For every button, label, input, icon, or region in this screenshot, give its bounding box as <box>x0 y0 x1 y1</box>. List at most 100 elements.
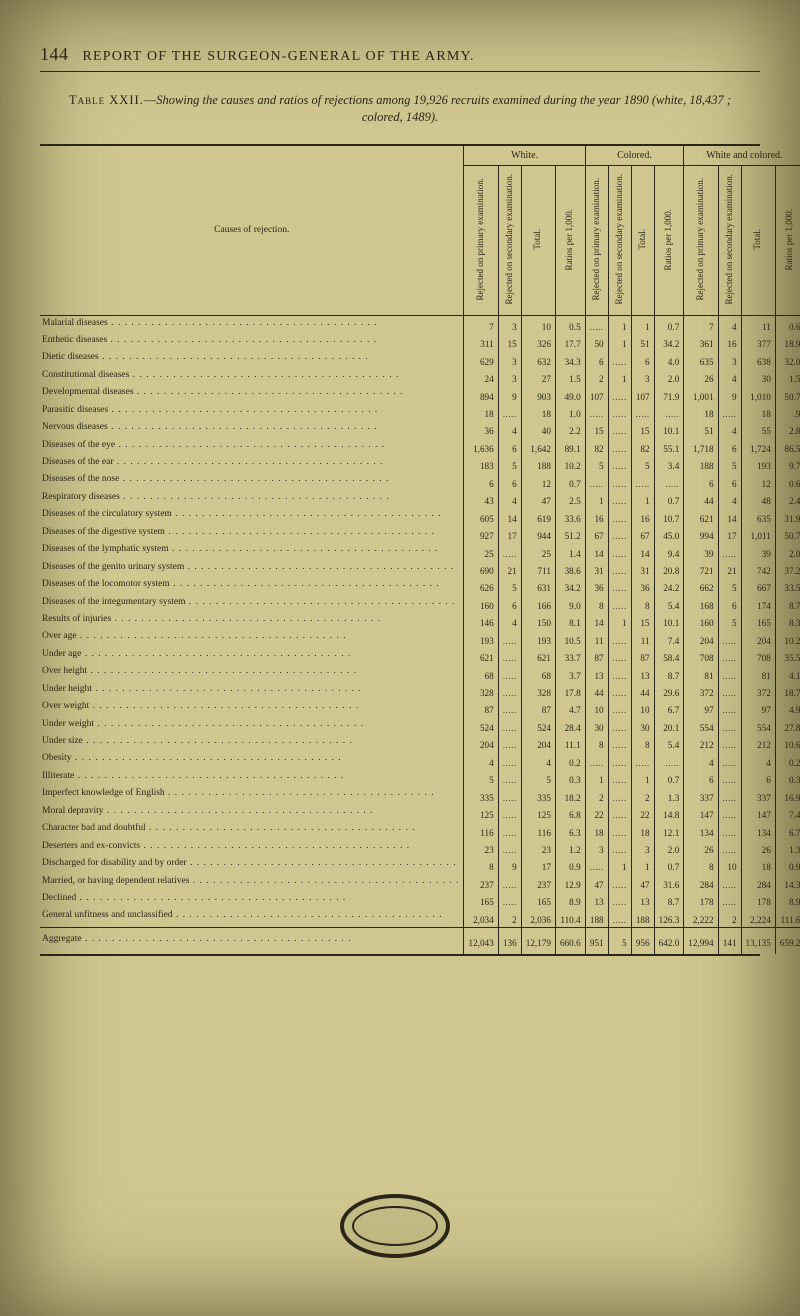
cell: 0.9 <box>775 857 800 874</box>
cell: 160 <box>684 613 718 630</box>
cell: 621 <box>464 648 498 665</box>
table-row: Developmental diseases894990349.0107....… <box>40 386 800 403</box>
cell: 0.7 <box>654 491 684 508</box>
cell: 328 <box>464 682 498 699</box>
cell: 81 <box>741 665 775 682</box>
cell: 126.3 <box>654 909 684 927</box>
table-row: Diseases of the lymphatic system25.....2… <box>40 543 800 560</box>
cell: 8.9 <box>555 892 585 909</box>
cell: 21 <box>718 560 741 577</box>
cell: 524 <box>464 717 498 734</box>
cell: 4 <box>718 316 741 334</box>
cell: ..... <box>498 892 521 909</box>
cell: ..... <box>608 805 631 822</box>
cell: 0.2 <box>555 752 585 769</box>
cell: 17.7 <box>555 334 585 351</box>
cell: 1.2 <box>555 839 585 856</box>
cell: 3 <box>718 351 741 368</box>
cell: 2.2 <box>555 421 585 438</box>
cell: ..... <box>608 526 631 543</box>
cell: 28.4 <box>555 717 585 734</box>
magnifier-overlay <box>340 1194 450 1258</box>
cell: 6 <box>498 595 521 612</box>
cell: 3 <box>585 839 608 856</box>
group-white: White. <box>464 146 585 166</box>
cell: 36 <box>631 578 654 595</box>
row-label: Under size <box>40 735 464 752</box>
cell: 17 <box>498 526 521 543</box>
row-label: Respiratory diseases <box>40 491 464 508</box>
cell: 1.3 <box>654 787 684 804</box>
row-label: Under height <box>40 682 464 699</box>
cell: 58.4 <box>654 648 684 665</box>
cell: 1 <box>631 857 654 874</box>
cell: ..... <box>585 857 608 874</box>
cell: 2.0 <box>775 543 800 560</box>
cell: 335 <box>521 787 555 804</box>
cell: 11 <box>585 630 608 647</box>
cell: 67 <box>585 526 608 543</box>
row-label: Diseases of the digestive system <box>40 526 464 543</box>
cell: 8 <box>631 595 654 612</box>
cell: 2.8 <box>775 421 800 438</box>
row-label: Over age <box>40 630 464 647</box>
cell: 51 <box>631 334 654 351</box>
cell: 14.3 <box>775 874 800 891</box>
cell: 8 <box>585 735 608 752</box>
cell: 1 <box>585 770 608 787</box>
row-label: Developmental diseases <box>40 386 464 403</box>
cell: 87 <box>521 700 555 717</box>
cell: 0.6 <box>775 473 800 490</box>
row-label: Malarial diseases <box>40 316 464 334</box>
running-head: 144 REPORT OF THE SURGEON-GENERAL OF THE… <box>40 44 760 72</box>
col-header: Rejected on secondary examination. <box>608 166 631 316</box>
cell: 87 <box>631 648 654 665</box>
cell: ..... <box>585 473 608 490</box>
col-header: Rejected on primary examination. <box>684 166 718 316</box>
cell: 4 <box>718 491 741 508</box>
cell: 626 <box>464 578 498 595</box>
table-row: Diseases of the genito urinary system690… <box>40 560 800 577</box>
table-row: Malarial diseases73100.5.....110.774110.… <box>40 316 800 334</box>
table-row: Constitutional diseases243271.52132.0264… <box>40 369 800 386</box>
table-row: Imperfect knowledge of English335.....33… <box>40 787 800 804</box>
cell: ..... <box>608 770 631 787</box>
cell: 2 <box>585 787 608 804</box>
row-label: Illiterate <box>40 770 464 787</box>
cell: 51 <box>684 421 718 438</box>
cell: 22 <box>585 805 608 822</box>
cell: 26 <box>741 839 775 856</box>
cell: 86.5 <box>775 438 800 455</box>
table-row: Character bad and doubtful116.....1166.3… <box>40 822 800 839</box>
table-row: Enthetic diseases3111532617.75015134.236… <box>40 334 800 351</box>
cell: 116 <box>521 822 555 839</box>
row-label: Discharged for disability and by order <box>40 857 464 874</box>
table-row: Diseases of the digestive system92717944… <box>40 526 800 543</box>
table-row: Nervous diseases364402.215.....1510.1514… <box>40 421 800 438</box>
cell: 17 <box>521 857 555 874</box>
cell: 212 <box>684 735 718 752</box>
cell: 82 <box>631 438 654 455</box>
table-row: Declined165.....1658.913.....138.7178...… <box>40 892 800 909</box>
cell: ..... <box>654 403 684 420</box>
cell: 4 <box>521 752 555 769</box>
cell: 4 <box>498 613 521 630</box>
cell: 1 <box>608 316 631 334</box>
cell: 2.5 <box>555 491 585 508</box>
cell: 1,001 <box>684 386 718 403</box>
cell: 16 <box>718 334 741 351</box>
cell: 5 <box>464 770 498 787</box>
cell: 14 <box>718 508 741 525</box>
cell: 8.7 <box>654 892 684 909</box>
cell: 10.1 <box>654 613 684 630</box>
cell: 212 <box>741 735 775 752</box>
cell: ..... <box>498 717 521 734</box>
col-header: Ratios per 1,000. <box>555 166 585 316</box>
table-row: Under weight524.....52428.430.....3020.1… <box>40 717 800 734</box>
cell: 524 <box>521 717 555 734</box>
aggregate-row: Aggregate12,04313612,179660.69515956642.… <box>40 927 800 954</box>
cell: ..... <box>654 473 684 490</box>
cell: 51.2 <box>555 526 585 543</box>
cell: 631 <box>521 578 555 595</box>
cell: 147 <box>684 805 718 822</box>
